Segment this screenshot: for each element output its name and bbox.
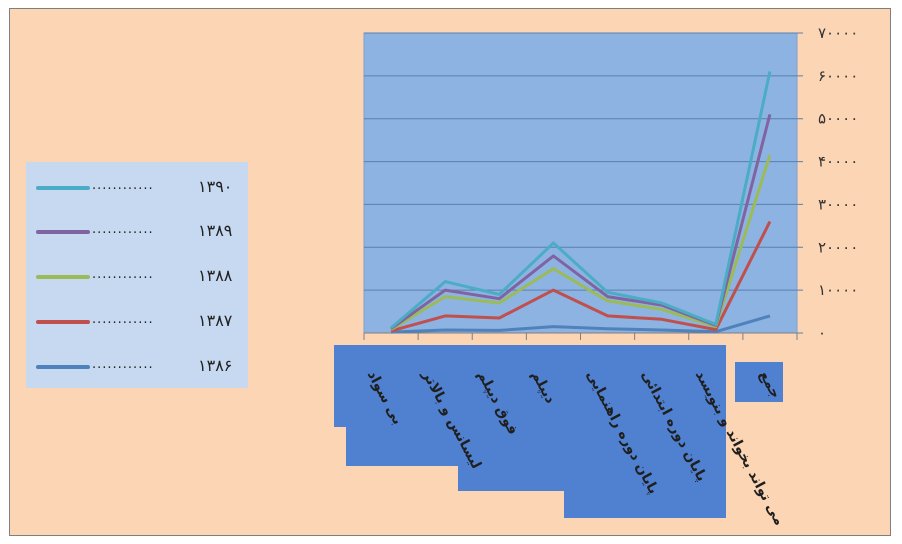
legend-item-1388: ............ ۱۳۸۸ <box>26 265 248 289</box>
legend-label: ۱۳۸۷ <box>198 311 233 330</box>
legend-item-1386: ............ ۱۳۸۶ <box>26 355 248 379</box>
y-tick-label: ۵۰۰۰۰ <box>818 110 858 128</box>
legend-leader-dots: ............ <box>92 178 154 193</box>
legend-leader-dots: ............ <box>92 357 154 372</box>
legend-label: ۱۳۸۸ <box>198 266 233 285</box>
legend: ............ ۱۳۹۰ ............ ۱۳۸۹ ....… <box>26 162 248 388</box>
series-line-۱۳۸۷ <box>390 220 772 333</box>
y-tick-label: ۱۰۰۰۰ <box>818 281 858 299</box>
category-box-total <box>735 362 783 402</box>
legend-swatch <box>36 230 90 234</box>
x-axis-ticks <box>363 332 798 340</box>
legend-leader-dots: ............ <box>92 267 154 282</box>
legend-swatch <box>36 320 90 324</box>
y-tick-label: ۴۰۰۰۰ <box>818 153 858 171</box>
legend-swatch <box>36 186 90 190</box>
legend-label: ۱۳۹۰ <box>198 177 233 196</box>
series-line-۱۳۸۶ <box>391 314 771 334</box>
y-tick-label: ۶۰۰۰۰ <box>818 67 858 85</box>
legend-item-1387: ............ ۱۳۸۷ <box>26 310 248 334</box>
category-box-left <box>334 345 458 427</box>
legend-leader-dots: ............ <box>92 222 154 237</box>
series-line-۱۳۹۰ <box>390 71 772 330</box>
legend-item-1390: ............ ۱۳۹۰ <box>26 176 248 200</box>
series-line-۱۳۸۸ <box>390 154 772 331</box>
legend-label: ۱۳۸۶ <box>198 356 233 375</box>
y-tick-label: ۳۰۰۰۰ <box>818 195 858 213</box>
legend-leader-dots: ............ <box>92 312 154 327</box>
legend-item-1389: ............ ۱۳۸۹ <box>26 220 248 244</box>
y-axis-tick-labels: ۰ ۱۰۰۰۰ ۲۰۰۰۰ ۳۰۰۰۰ ۴۰۰۰۰ ۵۰۰۰۰ ۶۰۰۰۰ ۷۰۰۰۰ <box>818 24 858 342</box>
legend-swatch <box>36 365 90 369</box>
y-tick-label: ۷۰۰۰۰ <box>818 24 858 42</box>
y-tick-label: ۲۰۰۰۰ <box>818 238 858 256</box>
legend-swatch <box>36 275 90 279</box>
category-box-left-lower <box>346 420 458 466</box>
category-box-middle <box>458 345 726 491</box>
y-tick-label: ۰ <box>818 324 826 342</box>
category-box-middle-lower <box>564 480 726 518</box>
legend-label: ۱۳۸۹ <box>198 221 233 240</box>
series-lines <box>390 71 772 334</box>
plot-area <box>363 32 798 334</box>
